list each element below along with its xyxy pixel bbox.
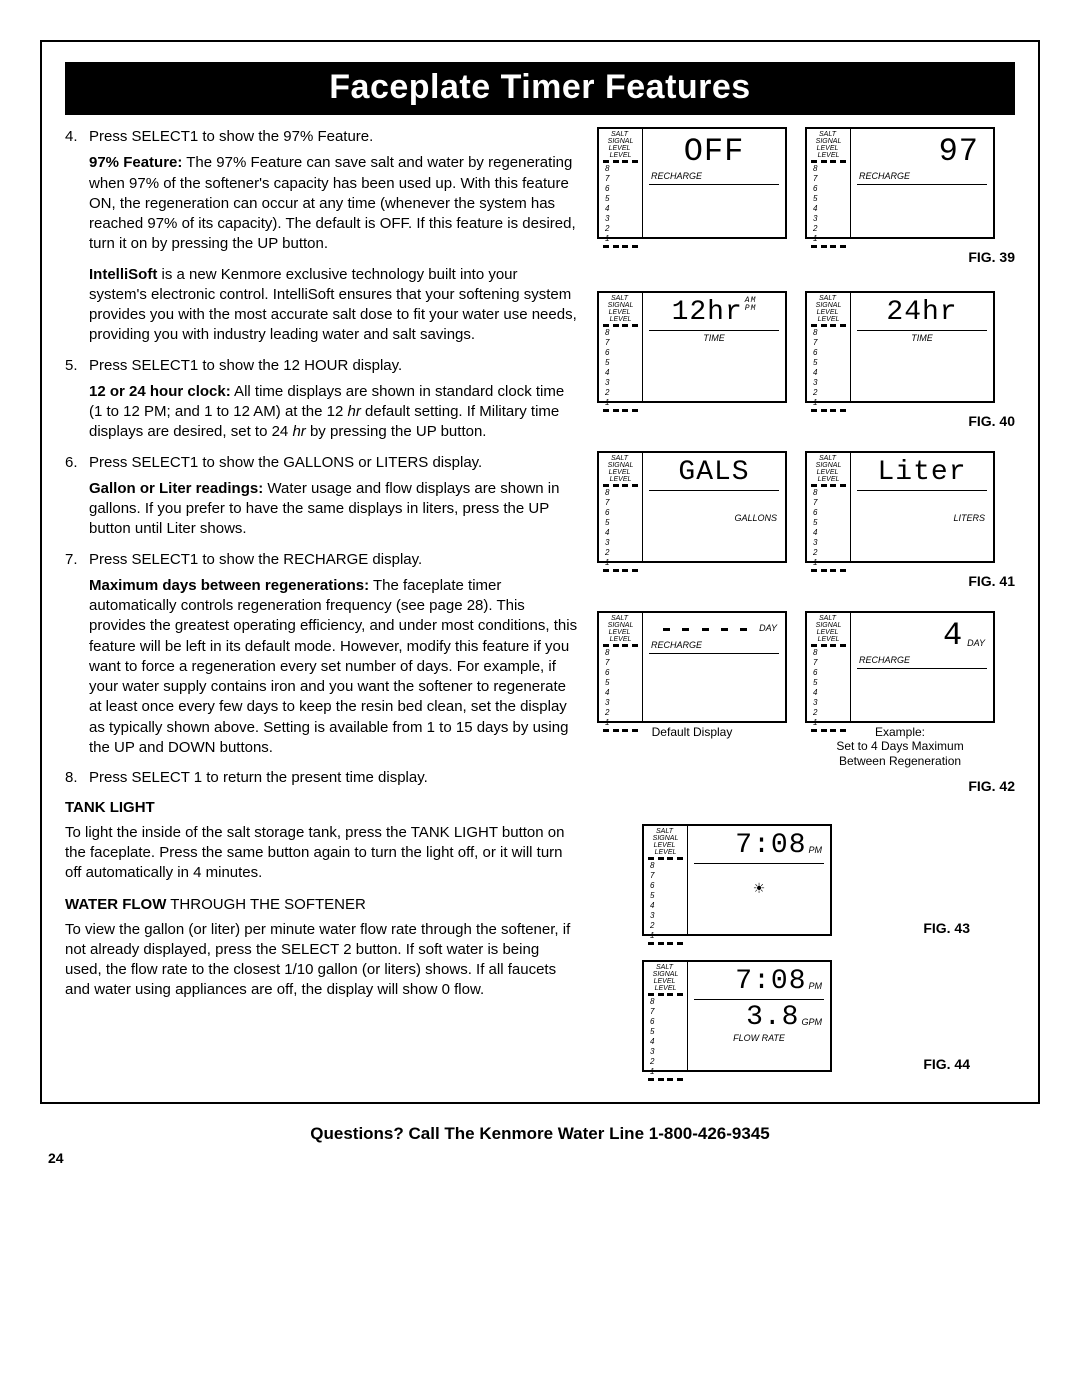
lbl-flowrate: FLOW RATE <box>688 1033 830 1043</box>
fig-label: FIG. 44 <box>850 1056 970 1072</box>
lcd-off: SALT SIGNALLEVEL LEVEL87654321 OFF RECHA… <box>597 127 787 239</box>
item-sub: Maximum days between regenerations: The … <box>89 576 579 758</box>
lbl-liters: LITERS <box>851 513 993 523</box>
fig-caption: Default Display <box>652 725 733 739</box>
seg-4: 4 <box>851 613 967 654</box>
seg-24hr: 24hr <box>851 293 993 328</box>
seg-off: OFF <box>643 129 785 170</box>
item-lead: Press SELECT1 to show the 12 HOUR displa… <box>89 356 579 376</box>
lbl-day: DAY <box>967 638 985 654</box>
item-lead: Press SELECT1 to show the GALLONS or LIT… <box>89 453 579 473</box>
sub-bold: 12 or 24 hour clock: <box>89 383 231 400</box>
text-column: 4. Press SELECT1 to show the 97% Feature… <box>65 127 579 1082</box>
list-item: 4. Press SELECT1 to show the 97% Feature… <box>65 127 579 346</box>
list-item: 8. Press SELECT 1 to return the present … <box>65 768 579 788</box>
lbl-recharge: RECHARGE <box>851 654 993 666</box>
seg-708: 7:08 <box>688 826 809 861</box>
lbl-pm: PM <box>809 981 823 997</box>
lcd-97: SALT SIGNALLEVEL LEVEL87654321 97 RECHAR… <box>805 127 995 239</box>
page-frame: Faceplate Timer Features 4. Press SELECT… <box>40 40 1040 1104</box>
fig-row-39: SALT SIGNALLEVEL LEVEL87654321 OFF RECHA… <box>597 127 1015 239</box>
lcd-dashes: SALT SIGNALLEVEL LEVEL87654321 DAY RECHA… <box>597 611 787 739</box>
lcd-4day: SALT SIGNALLEVEL LEVEL87654321 4 DAY REC… <box>805 611 995 768</box>
sub-bold: IntelliSoft <box>89 266 157 283</box>
lbl-recharge: RECHARGE <box>643 170 785 182</box>
lcd-gals: SALT SIGNALLEVEL LEVEL87654321 GALS GALL… <box>597 451 787 563</box>
list-item: 6. Press SELECT1 to show the GALLONS or … <box>65 453 579 540</box>
lcd-flowrate: SALT SIGNALLEVEL LEVEL87654321 7:08 PM 3… <box>642 960 832 1072</box>
lbl-pm: PM <box>809 845 823 861</box>
item-sub: IntelliSoft is a new Kenmore exclusive t… <box>89 265 579 346</box>
lbl-day: DAY <box>759 623 777 633</box>
figure-column: SALT SIGNALLEVEL LEVEL87654321 OFF RECHA… <box>597 127 1015 1082</box>
item-index: 5. <box>65 356 89 376</box>
lbl-gallons: GALLONS <box>643 513 785 523</box>
lcd-12hr: SALT SIGNALLEVEL LEVEL87654321 12hrAMPM … <box>597 291 787 403</box>
seg-gals: GALS <box>643 453 785 488</box>
sub-text: The faceplate timer automatically contro… <box>89 577 577 756</box>
sub-bold: Maximum days between regenerations: <box>89 577 369 594</box>
lbl-gpm: GPM <box>801 1017 822 1033</box>
sub-bold: 97% Feature: <box>89 154 182 171</box>
item-sub: 12 or 24 hour clock: All time displays a… <box>89 382 579 443</box>
page-title: Faceplate Timer Features <box>65 62 1015 115</box>
sub-text: is a new Kenmore exclusive technology bu… <box>89 266 577 344</box>
seg-97: 97 <box>851 129 993 170</box>
lbl-time: TIME <box>851 333 993 343</box>
fig-label: FIG. 40 <box>597 413 1015 429</box>
item-lead: Press SELECT1 to show the RECHARGE displ… <box>89 550 579 570</box>
fig-row-41: SALT SIGNALLEVEL LEVEL87654321 GALS GALL… <box>597 451 1015 563</box>
bulb-icon: ☀ <box>688 880 830 897</box>
seg-708b: 7:08 <box>688 962 809 997</box>
water-flow-body: To view the gallon (or liter) per minute… <box>65 920 579 1001</box>
fig-label: FIG. 41 <box>597 573 1015 589</box>
lbl-time: TIME <box>643 333 785 343</box>
fig-label: FIG. 42 <box>597 778 1015 794</box>
lcd-24hr: SALT SIGNALLEVEL LEVEL87654321 24hr TIME <box>805 291 995 403</box>
lcd-liter: SALT SIGNALLEVEL LEVEL87654321 Liter LIT… <box>805 451 995 563</box>
seg-12hr: 12hrAMPM <box>643 293 785 328</box>
item-index: 7. <box>65 550 89 570</box>
item-index: 4. <box>65 127 89 147</box>
sub-bold: Gallon or Liter readings: <box>89 480 263 497</box>
tank-light-body: To light the inside of the salt storage … <box>65 823 579 884</box>
fig-caption: Example: Set to 4 Days Maximum Between R… <box>836 725 963 768</box>
item-sub: 97% Feature: The 97% Feature can save sa… <box>89 153 579 254</box>
lbl-recharge: RECHARGE <box>851 170 993 182</box>
fig-row-43: SALT SIGNALLEVEL LEVEL87654321 7:08 PM ☀ <box>597 824 1015 936</box>
seg-liter: Liter <box>851 453 993 488</box>
lcd-tanklight: SALT SIGNALLEVEL LEVEL87654321 7:08 PM ☀ <box>642 824 832 936</box>
two-columns: 4. Press SELECT1 to show the 97% Feature… <box>65 127 1015 1082</box>
water-flow-heading: WATER FLOW THROUGH THE SOFTENER <box>65 895 579 915</box>
item-index: 6. <box>65 453 89 473</box>
fig-row-42: SALT SIGNALLEVEL LEVEL87654321 DAY RECHA… <box>597 611 1015 768</box>
item-sub: Gallon or Liter readings: Water usage an… <box>89 479 579 540</box>
seg-38: 3.8 <box>688 1002 801 1033</box>
footer-line: Questions? Call The Kenmore Water Line 1… <box>0 1124 1080 1144</box>
fig-label: FIG. 43 <box>850 920 970 936</box>
list-item: 7. Press SELECT1 to show the RECHARGE di… <box>65 550 579 759</box>
fig-label: FIG. 39 <box>597 249 1015 265</box>
fig-row-44: SALT SIGNALLEVEL LEVEL87654321 7:08 PM 3… <box>597 960 1015 1072</box>
fig-row-40: SALT SIGNALLEVEL LEVEL87654321 12hrAMPM … <box>597 291 1015 403</box>
page-inner: Faceplate Timer Features 4. Press SELECT… <box>47 47 1033 1097</box>
water-flow-rest: THROUGH THE SOFTENER <box>166 896 365 913</box>
tank-light-heading: TANK LIGHT <box>65 798 579 818</box>
lbl-recharge: RECHARGE <box>643 639 785 651</box>
list-item: 5. Press SELECT1 to show the 12 HOUR dis… <box>65 356 579 443</box>
item-index: 8. <box>65 768 89 788</box>
item-lead: Press SELECT 1 to return the present tim… <box>89 768 579 788</box>
page-number: 24 <box>48 1150 1080 1166</box>
water-flow-bold: WATER FLOW <box>65 896 166 913</box>
item-lead: Press SELECT1 to show the 97% Feature. <box>89 127 579 147</box>
